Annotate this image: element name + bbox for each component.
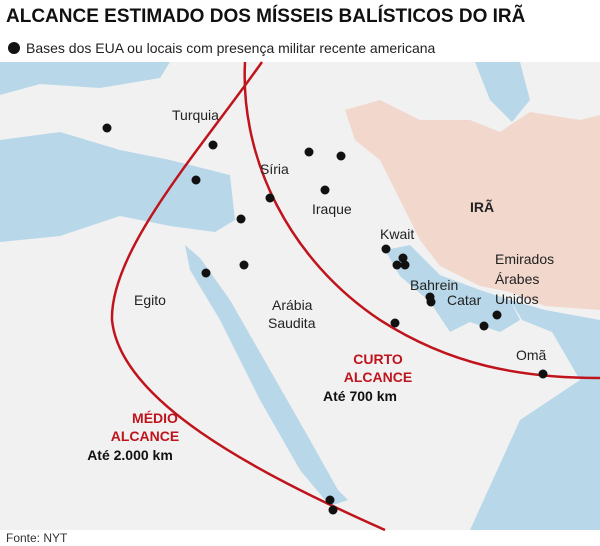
base [390, 318, 400, 328]
base [320, 185, 330, 195]
base [381, 244, 391, 254]
iran [345, 100, 600, 310]
base [426, 297, 436, 307]
base [239, 260, 249, 270]
base [304, 147, 314, 157]
base [479, 321, 489, 331]
country-label: Arábia [272, 297, 313, 313]
base [328, 505, 338, 515]
base [336, 151, 346, 161]
country-label: Emirados [495, 251, 554, 267]
bases [102, 123, 548, 515]
base [102, 123, 112, 133]
range-name: ALCANCE [344, 369, 412, 385]
country-label: Árabes [495, 271, 539, 287]
country-label: Síria [260, 161, 289, 177]
country-label: IRÃ [470, 198, 494, 215]
country-label: Kwait [380, 226, 414, 242]
range-name: MÉDIO [132, 410, 178, 426]
base [191, 175, 201, 185]
country-label: Omã [516, 347, 547, 363]
country-label: Unidos [495, 291, 539, 307]
sea [185, 245, 348, 506]
range-distance: Até 2.000 km [87, 447, 173, 463]
source: Fonte: NYT [6, 531, 68, 545]
country-label: Saudita [268, 315, 316, 331]
base [398, 253, 408, 263]
country-label: Egito [134, 292, 166, 308]
base [265, 193, 275, 203]
country-label: Bahrein [410, 277, 458, 293]
sea [385, 245, 520, 332]
base [201, 268, 211, 278]
short-range-line [243, 61, 600, 380]
range-distance: Até 700 km [323, 388, 397, 404]
sea [0, 132, 235, 242]
range-name: CURTO [353, 351, 403, 367]
title: ALCANCE ESTIMADO DOS MÍSSEIS BALÍSTICOS … [6, 5, 526, 27]
base [538, 369, 548, 379]
sea [470, 300, 600, 530]
sea [475, 62, 530, 122]
legend-text: Bases dos EUA ou locais com presença mil… [26, 40, 436, 56]
base [400, 260, 410, 270]
base [492, 310, 502, 320]
base [208, 140, 218, 150]
country-label: Iraque [312, 201, 352, 217]
base [325, 495, 335, 505]
base [392, 260, 402, 270]
medium-range-line [110, 61, 386, 532]
country-label: Catar [447, 292, 482, 308]
base [236, 214, 246, 224]
legend-dot [8, 42, 20, 54]
range-name: ALCANCE [111, 428, 179, 444]
country-label: Turquia [172, 107, 219, 123]
map: Turquia Síria Iraque Kwait IRÃ Bahrein C… [0, 61, 600, 532]
sea [0, 62, 170, 95]
